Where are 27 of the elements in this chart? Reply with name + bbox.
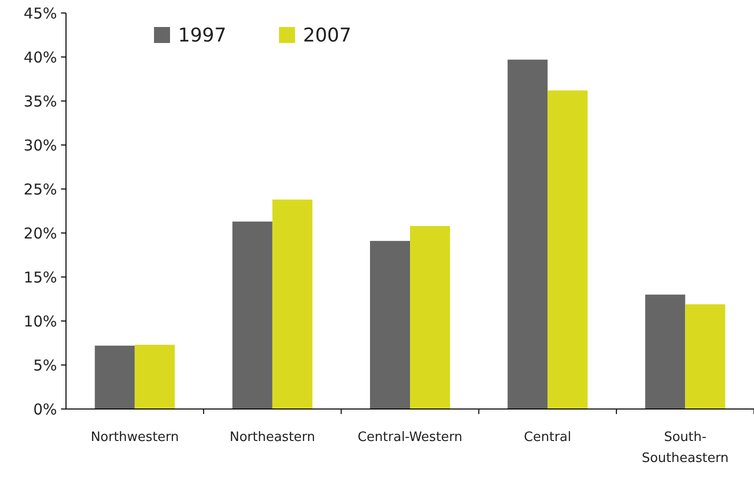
y-tick-label: 45% — [24, 4, 57, 22]
legend-label: 1997 — [178, 24, 226, 47]
y-tick-label: 35% — [24, 92, 57, 110]
x-tick-label: Northeastern — [230, 430, 316, 445]
x-tick-label: Central-Western — [358, 430, 462, 445]
y-tick-label: 10% — [24, 312, 57, 330]
y-tick-label: 15% — [24, 268, 57, 286]
y-tick-label: 25% — [24, 180, 57, 198]
x-tick-label: Central — [524, 430, 572, 445]
bar — [134, 344, 175, 409]
legend-label: 2007 — [303, 24, 352, 47]
bar — [232, 222, 272, 409]
y-tick-label: 20% — [24, 224, 57, 242]
x-tick-label: Northwestern — [90, 430, 179, 445]
y-tick-label: 5% — [33, 356, 57, 374]
x-tick-label: South-Southeastern — [642, 430, 729, 466]
bar — [548, 90, 588, 409]
bar — [370, 240, 410, 409]
bar — [645, 294, 686, 409]
y-tick-label: 40% — [24, 48, 57, 66]
y-tick-label: 0% — [33, 400, 57, 418]
bar — [508, 60, 548, 409]
bar — [272, 200, 312, 409]
bar — [685, 304, 726, 409]
bar — [410, 226, 450, 409]
bar — [94, 346, 135, 409]
y-tick-label: 30% — [24, 136, 57, 154]
